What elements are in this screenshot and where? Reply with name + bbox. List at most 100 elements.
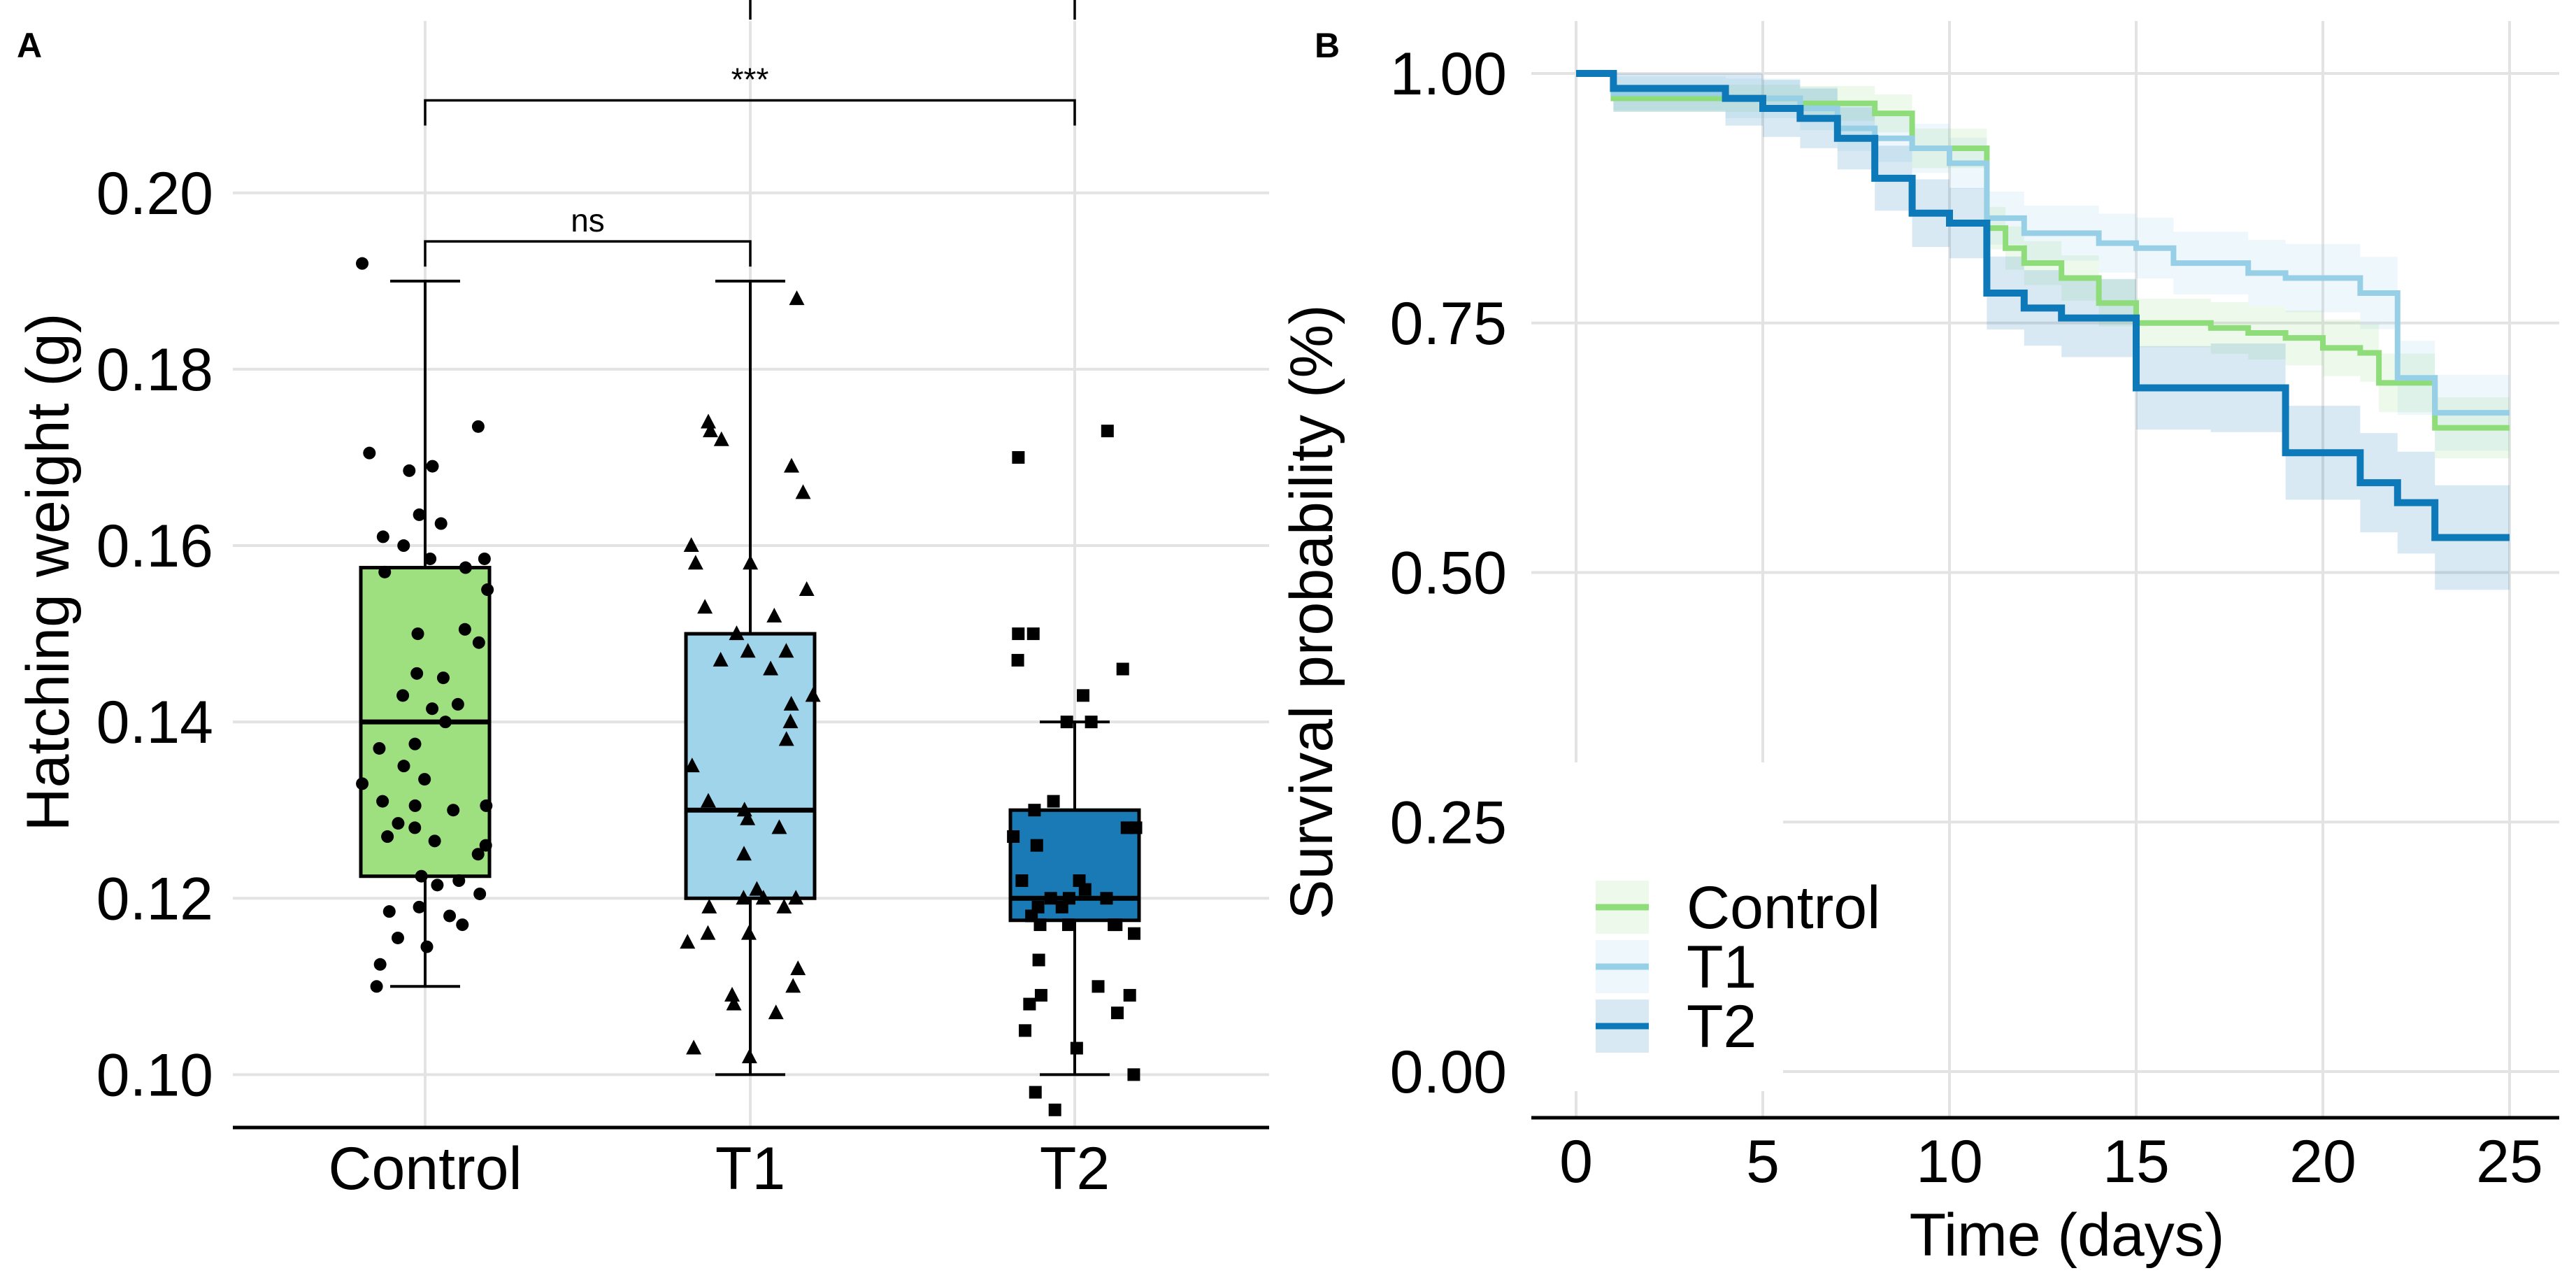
t2-point [1120, 821, 1133, 834]
t2-point [1034, 988, 1047, 1002]
t1-point [736, 846, 752, 861]
control-point [443, 909, 457, 923]
control-point [436, 671, 450, 685]
t1-point [701, 413, 717, 429]
control-point [431, 879, 444, 892]
t2-point [1127, 1068, 1140, 1081]
t1-point [749, 881, 765, 896]
t1-point [697, 599, 713, 614]
control-point [459, 561, 472, 574]
control-point [391, 931, 404, 944]
t2-point [1070, 1041, 1083, 1055]
panel-b-y-tick-labels: 0.00 0.25 0.50 0.75 1.00 [1390, 41, 1507, 1106]
t1-point [683, 537, 699, 553]
t2-point [1100, 892, 1113, 905]
panel-a-x-tick-labels: Control T1 T2 [328, 1135, 1110, 1202]
control-point [413, 508, 426, 521]
y-tick-label: 0.14 [96, 689, 213, 756]
control-point [480, 799, 493, 812]
comparison-bracket-2 [749, 0, 1076, 20]
control-point [403, 464, 416, 477]
y-tick-label: 0.16 [96, 513, 213, 580]
t1-point [766, 607, 782, 623]
t1-point [736, 890, 752, 905]
y-tick-label: 1.00 [1390, 41, 1507, 108]
control-point [373, 958, 387, 971]
control-point [376, 795, 389, 808]
t1-point [684, 758, 700, 773]
control-point [382, 905, 396, 918]
t2-point [1019, 1024, 1032, 1037]
control-point [420, 940, 434, 953]
t2-point [1026, 627, 1040, 641]
t1-point [740, 810, 756, 825]
control-point [473, 887, 487, 900]
control-point [479, 839, 492, 852]
panel-b-x-axis-title: Time (days) [1910, 1202, 2225, 1269]
t2-point [1007, 830, 1020, 844]
x-tick-label: 0 [1559, 1128, 1593, 1195]
y-tick-label: 0.50 [1390, 540, 1507, 607]
comparison-bracket-0 [424, 240, 752, 267]
t1-point [778, 643, 794, 658]
control-point [413, 900, 426, 913]
control-point [378, 565, 392, 578]
t2-point [1077, 689, 1090, 702]
t2-point [1101, 425, 1114, 438]
x-tick-label: 20 [2289, 1128, 2356, 1195]
t2-point [1092, 980, 1105, 993]
t2-point [1047, 795, 1060, 808]
control-point [438, 716, 452, 729]
t1-point [771, 819, 787, 834]
control-point [363, 446, 376, 460]
panel-a-label: A [17, 26, 42, 65]
t2-point [1060, 716, 1073, 729]
t1-point [741, 1048, 757, 1064]
t2-point [1029, 1086, 1042, 1099]
t2-point [1108, 918, 1121, 932]
control-point [434, 517, 448, 530]
control-point [356, 777, 369, 790]
control-point [481, 583, 494, 597]
y-tick-label: 0.20 [96, 160, 213, 227]
t2-confidence-band [1576, 73, 2510, 592]
t2-point [1123, 988, 1136, 1002]
control-point [428, 834, 441, 848]
t1-box [684, 632, 817, 900]
panel-a: A ns***ns 0.100.120.140.160.180.20 Contr… [15, 0, 1269, 1202]
t2-point [1011, 653, 1024, 667]
control-point [478, 552, 491, 565]
t1-point [783, 695, 799, 711]
t2-point [1033, 918, 1047, 932]
control-survival-line [1576, 71, 2510, 431]
control-point [381, 830, 394, 844]
control-point [471, 420, 485, 433]
control-point [426, 460, 439, 473]
control-point [452, 874, 466, 888]
t2-point [1055, 900, 1068, 913]
t2-point [1012, 627, 1025, 641]
t1-point [776, 898, 792, 913]
t1-point [713, 651, 729, 667]
t2-point [1110, 1007, 1124, 1020]
t1-confidence-band [1576, 73, 2510, 453]
t1-point [755, 890, 771, 905]
panel-b-survival-curves [1576, 70, 2510, 541]
t1-point [701, 898, 717, 913]
t2-point [1044, 892, 1057, 905]
control-point [451, 697, 464, 711]
x-tick-label: 25 [2476, 1128, 2543, 1195]
t1-point [785, 978, 801, 993]
t1-point [713, 431, 729, 446]
control-confidence-band [1576, 73, 2510, 460]
panel-a-boxplots [359, 279, 1141, 1076]
y-tick-label: 0.75 [1390, 290, 1507, 357]
t1-point [782, 713, 799, 729]
control-point [418, 773, 431, 786]
t1-point [799, 581, 815, 597]
t1-point [790, 960, 806, 976]
x-tick-label: T1 [715, 1135, 785, 1202]
t2-point [1116, 662, 1129, 676]
